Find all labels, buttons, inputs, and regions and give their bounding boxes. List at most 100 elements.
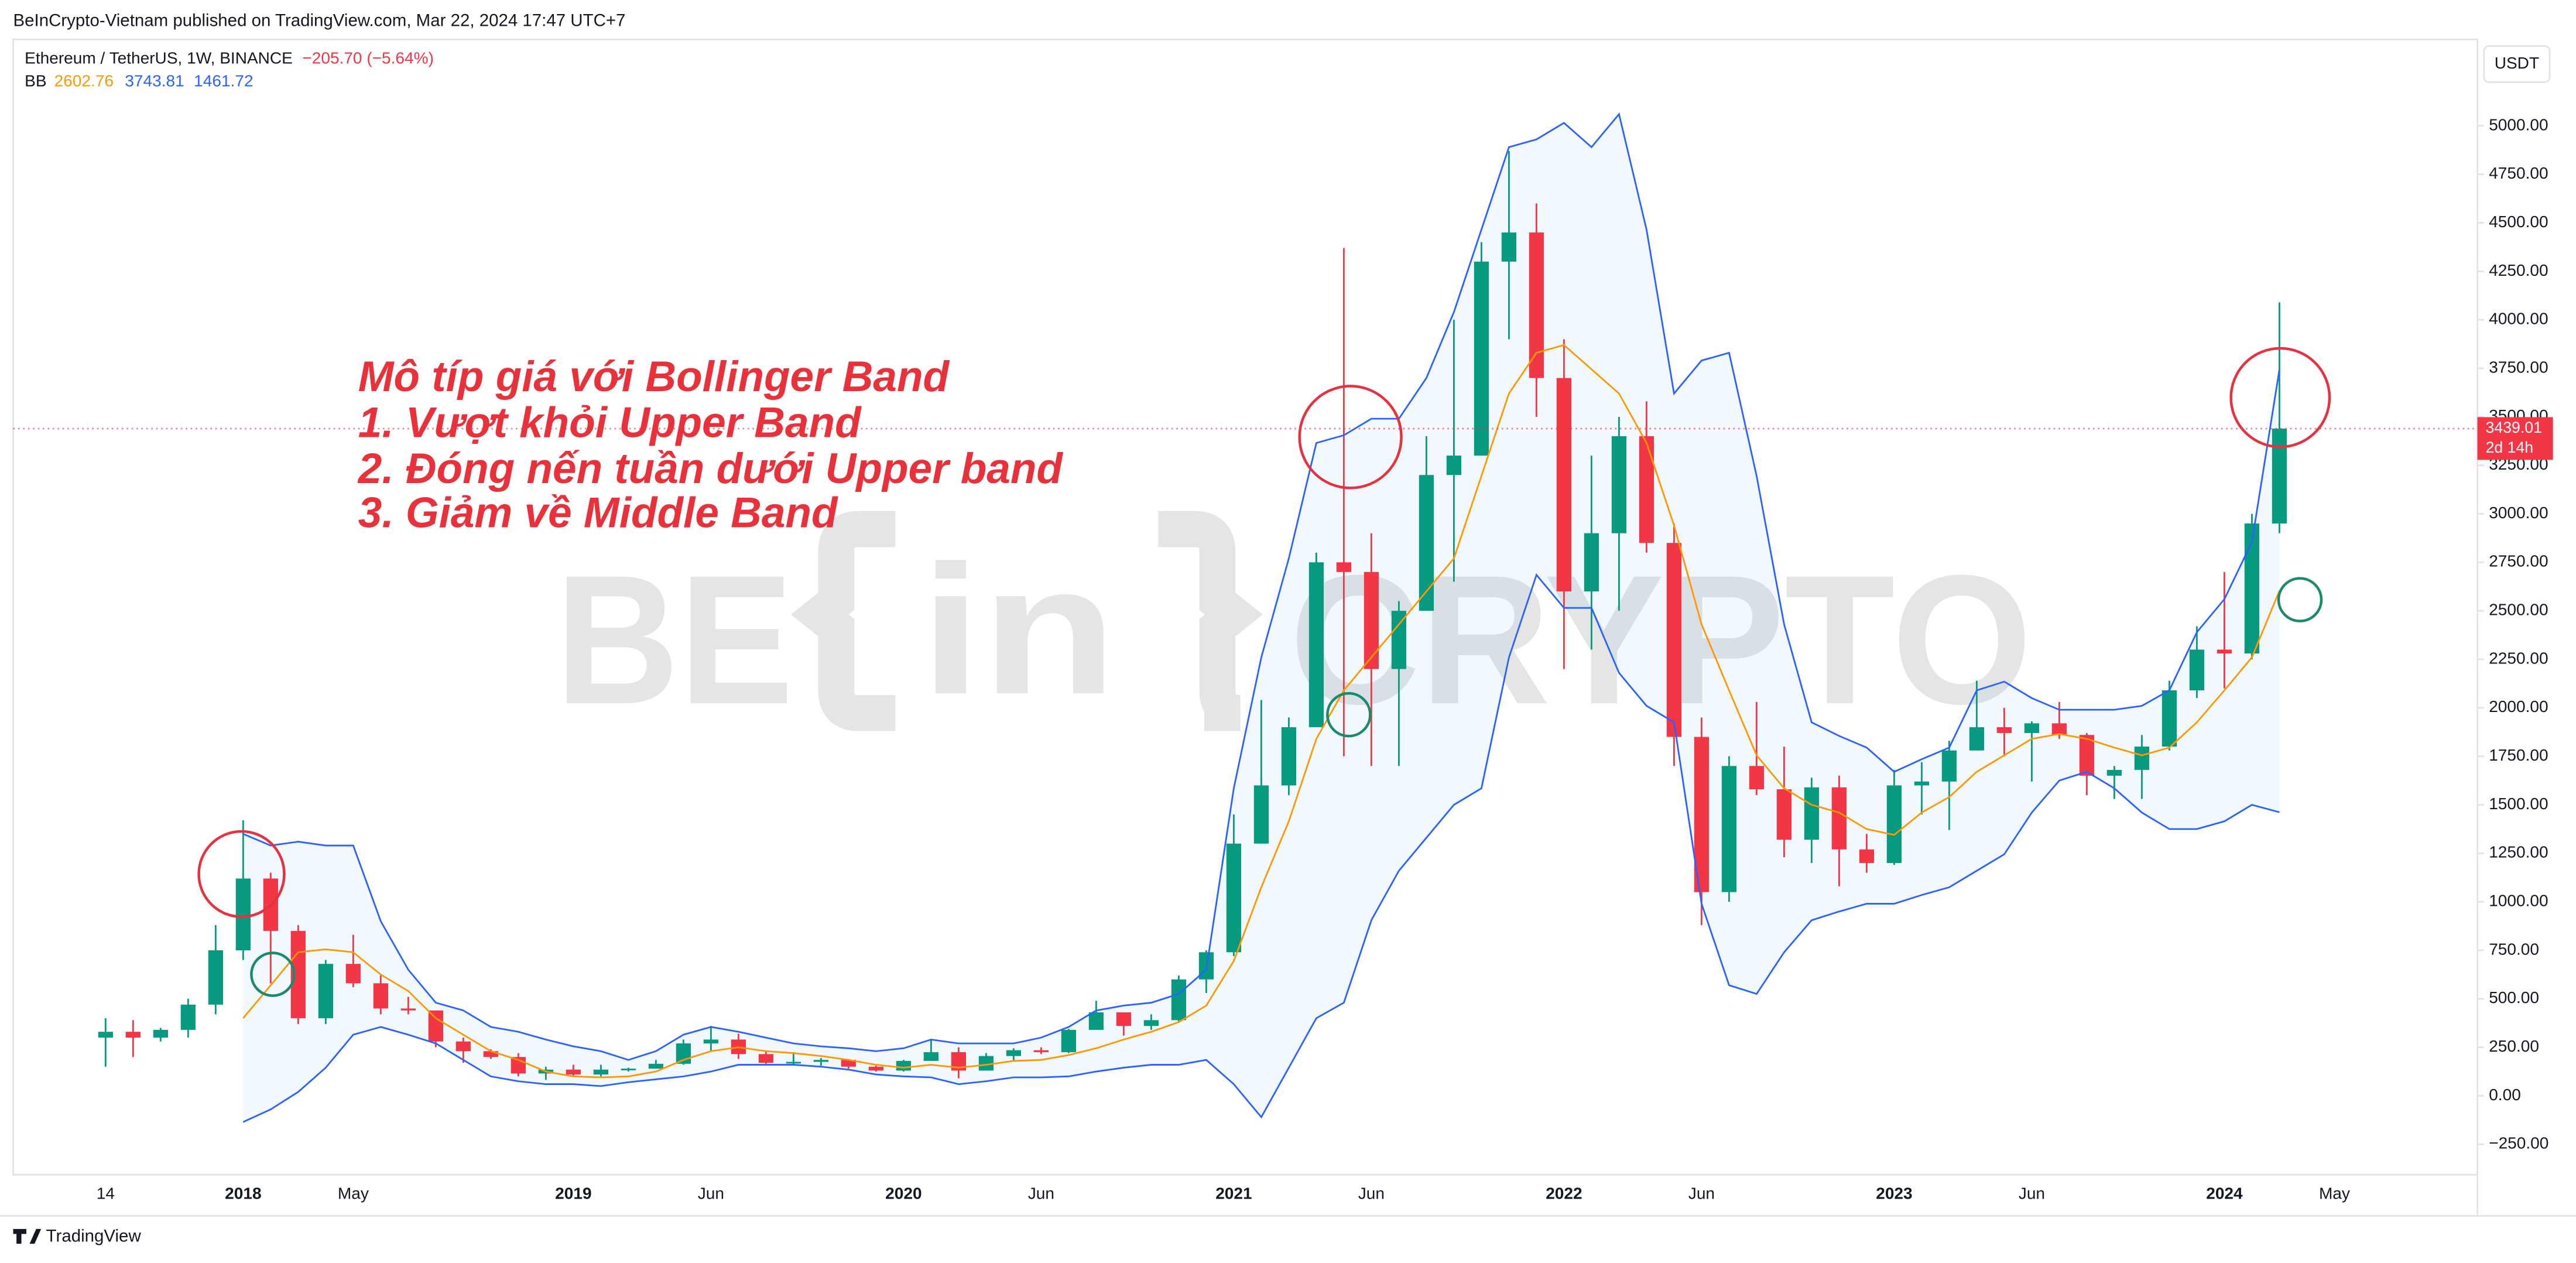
candle-body — [1226, 843, 1242, 953]
x-tick-label: 2023 — [1876, 1184, 1912, 1202]
candle-body — [455, 1041, 471, 1052]
candle-body — [1033, 1050, 1049, 1052]
candle-body — [2106, 769, 2122, 776]
candle-body — [1639, 436, 1654, 543]
candle-body — [1749, 766, 1765, 789]
watermark: BE in CRYPTO — [556, 511, 2032, 742]
candle-body — [2161, 690, 2177, 747]
candle-body — [593, 1069, 609, 1075]
price-change: −205.70 (−5.64%) — [302, 49, 434, 67]
bb-middle-line — [242, 344, 2280, 1079]
publish-info: BeInCrypto-Vietnam published on TradingV… — [13, 11, 626, 30]
candle-body — [1474, 261, 1489, 456]
x-tick-label: Jun — [1688, 1184, 1715, 1202]
green-circle — [1326, 692, 1372, 738]
candle-body — [1281, 727, 1297, 786]
red-circle — [1298, 385, 1403, 490]
x-tick-label: 14 — [97, 1184, 115, 1202]
red-circle — [197, 830, 286, 919]
candle-body — [1776, 789, 1792, 840]
x-tick-label: 2018 — [225, 1184, 261, 1202]
candle-body — [2189, 649, 2205, 691]
candle-body — [786, 1062, 801, 1064]
currency-label[interactable]: USDT — [2495, 54, 2539, 72]
candle-body — [2272, 429, 2287, 524]
candle-body — [2051, 723, 2067, 735]
indicator-label: BB — [25, 72, 46, 90]
watermark-text: CRYPTO — [1290, 536, 2032, 742]
candle-body — [1804, 787, 1820, 840]
bb-upper-value: 3743.81 — [125, 72, 184, 90]
x-tick-label: Jun — [1358, 1184, 1385, 1202]
annotation-line: Mô típ giá với Bollinger Band — [358, 353, 950, 401]
candle-body — [1666, 543, 1682, 737]
x-tick-label: 2019 — [555, 1184, 591, 1202]
candle-body — [1556, 378, 1572, 592]
candle-body — [868, 1066, 884, 1071]
x-tick-label: May — [338, 1184, 369, 1202]
green-circle — [2277, 577, 2323, 622]
price-tag-value: 3439.01 — [2486, 419, 2542, 436]
y-tick-label: 500.00 — [2489, 988, 2539, 1007]
candle-body — [1006, 1050, 1022, 1056]
watermark-bracket — [1158, 511, 1263, 731]
candle-body — [1143, 1020, 1159, 1026]
bb-lower-value: 1461.72 — [194, 72, 253, 90]
watermark-text: in — [920, 526, 1117, 733]
y-tick-label: 4000.00 — [2489, 310, 2548, 328]
x-tick-label: 2020 — [885, 1184, 922, 1202]
candle-body — [2079, 735, 2095, 776]
candle-body — [318, 964, 333, 1018]
y-tick-label: 4500.00 — [2489, 213, 2548, 231]
candle-body — [566, 1069, 581, 1075]
red-circle — [2229, 347, 2331, 449]
price-tag — [2477, 417, 2553, 460]
x-tick-label: 2021 — [1215, 1184, 1252, 1202]
price-tag-time: 2d 14h — [2486, 439, 2533, 456]
candle-body — [483, 1051, 498, 1057]
y-tick-label: 3750.00 — [2489, 358, 2548, 376]
x-tick-label: 2024 — [2206, 1184, 2243, 1202]
candle-body — [2024, 723, 2040, 733]
currency-button[interactable] — [2483, 45, 2551, 83]
candle-body — [1831, 787, 1847, 850]
x-tick-label: Jun — [698, 1184, 724, 1202]
y-tick-label: 1750.00 — [2489, 746, 2548, 764]
y-tick-label: 2000.00 — [2489, 697, 2548, 716]
bb-lower-line — [242, 573, 2280, 1123]
candle-body — [703, 1039, 719, 1044]
candle-body — [758, 1054, 774, 1063]
candle-body — [1419, 475, 1434, 611]
y-tick-label: 3000.00 — [2489, 504, 2548, 522]
y-tick-label: 2750.00 — [2489, 552, 2548, 570]
tradingview-logo: TradingView — [13, 1227, 142, 1246]
candle-body — [2217, 649, 2232, 654]
candle-body — [1336, 562, 1352, 572]
candle-body — [2134, 747, 2150, 770]
annotation: Mô típ giá với Bollinger Band 1. Vượt kh… — [357, 353, 1064, 537]
bb-middle-value: 2602.76 — [54, 72, 114, 90]
candle-body — [1061, 1029, 1077, 1052]
y-tick-label: 1500.00 — [2489, 795, 2548, 813]
candle-body — [1584, 533, 1599, 592]
candle-body — [1364, 571, 1379, 669]
candle-body — [180, 1004, 196, 1030]
x-tick-label: Jun — [2019, 1184, 2045, 1202]
y-tick-label: 2500.00 — [2489, 601, 2548, 619]
candle-body — [125, 1032, 141, 1038]
candle-body — [1088, 1012, 1104, 1030]
candle-body — [1941, 750, 1957, 782]
highlight-circles — [197, 347, 2331, 997]
band-fill — [243, 114, 2280, 1122]
brand-name: TradingView — [46, 1227, 142, 1246]
y-tick-label: 4750.00 — [2489, 164, 2548, 182]
y-tick-label: 4250.00 — [2489, 261, 2548, 279]
x-tick-label: 2022 — [1546, 1184, 1582, 1202]
x-tick-label: Jun — [1028, 1184, 1054, 1202]
candle-body — [1721, 766, 1737, 892]
candle-body — [373, 983, 388, 1009]
candle-body — [1886, 785, 1902, 863]
green-circle — [250, 951, 296, 997]
plot-area — [98, 112, 2287, 1123]
